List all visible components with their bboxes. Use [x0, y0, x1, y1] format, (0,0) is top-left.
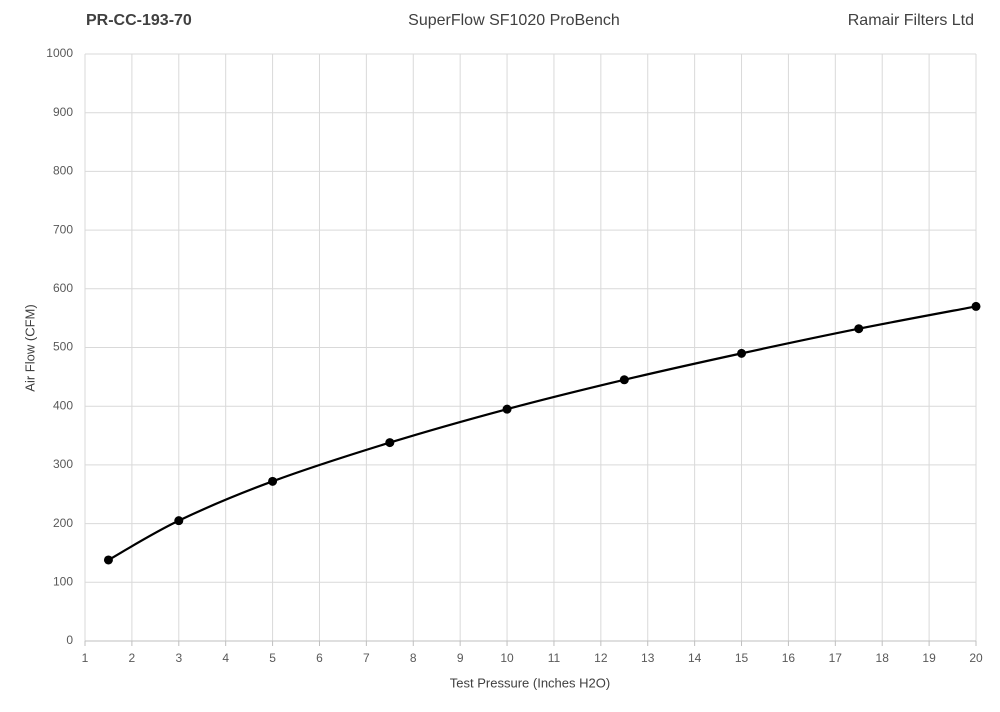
- x-tick-label: 10: [500, 651, 514, 665]
- x-tick-label: 20: [969, 651, 983, 665]
- x-tick-label: 19: [922, 651, 936, 665]
- y-tick-label: 900: [53, 105, 73, 119]
- x-tick-label: 5: [269, 651, 276, 665]
- x-tick-label: 4: [222, 651, 229, 665]
- y-tick-label: 700: [53, 222, 73, 236]
- x-tick-label: 11: [548, 651, 561, 665]
- y-tick-label: 800: [53, 164, 73, 178]
- data-point: [103, 555, 113, 565]
- x-tick-label: 12: [594, 651, 608, 665]
- y-tick-label: 400: [53, 398, 73, 412]
- y-tick-label: 500: [53, 340, 73, 354]
- data-point: [385, 438, 395, 448]
- y-tick-label: 200: [53, 516, 73, 530]
- x-tick-label: 3: [175, 651, 182, 665]
- x-tick-label: 17: [829, 651, 843, 665]
- x-tick-label: 1: [82, 651, 89, 665]
- x-tick-label: 7: [363, 651, 370, 665]
- x-tick-label: 14: [688, 651, 702, 665]
- x-tick-label: 2: [129, 651, 136, 665]
- x-tick-label: 15: [735, 651, 749, 665]
- data-point: [737, 348, 747, 358]
- y-tick-label: 100: [53, 574, 73, 588]
- x-tick-label: 9: [457, 651, 464, 665]
- y-axis-label: Air Flow (CFM): [22, 304, 37, 391]
- x-tick-label: 18: [876, 651, 890, 665]
- data-point: [619, 375, 629, 385]
- y-tick-label: 300: [53, 457, 73, 471]
- data-point: [854, 324, 864, 334]
- x-tick-label: 13: [641, 651, 655, 665]
- x-tick-label: 16: [782, 651, 796, 665]
- data-point: [174, 516, 184, 526]
- header-right: Ramair Filters Ltd: [848, 12, 974, 29]
- x-axis-label: Test Pressure (Inches H2O): [450, 675, 610, 690]
- data-line: [107, 305, 977, 561]
- x-tick-label: 6: [316, 651, 323, 665]
- x-tick-label: 8: [410, 651, 417, 665]
- header-left: PR-CC-193-70: [86, 12, 192, 29]
- y-tick-label: 0: [66, 633, 73, 647]
- data-point: [971, 301, 981, 311]
- y-tick-label: 1000: [46, 46, 73, 60]
- data-point: [268, 476, 278, 486]
- data-point: [502, 404, 512, 414]
- y-tick-label: 600: [53, 281, 73, 295]
- chart-title: SuperFlow SF1020 ProBench: [408, 12, 620, 29]
